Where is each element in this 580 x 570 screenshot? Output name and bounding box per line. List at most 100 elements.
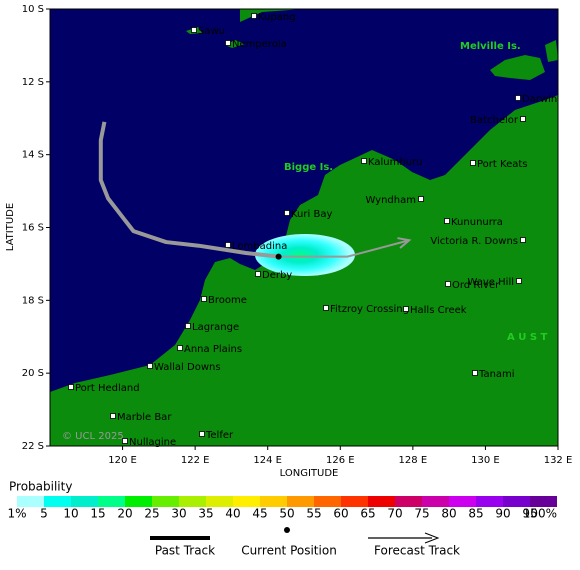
place-marker — [418, 196, 424, 202]
place-marker — [225, 242, 231, 248]
place-label: Lombadina — [232, 241, 287, 252]
forecast-track — [278, 239, 410, 258]
color-cell — [530, 496, 557, 507]
place-marker — [68, 384, 74, 390]
color-cell — [71, 496, 98, 507]
place-marker — [445, 281, 451, 287]
x-axis-label: LONGITUDE — [280, 468, 339, 479]
place-marker — [201, 296, 207, 302]
colorbar-tick-label: 80 — [441, 507, 456, 521]
region-label: Bigge Is. — [284, 162, 333, 173]
colorbar-tick-label: 85 — [468, 507, 483, 521]
place-label: Marble Bar — [117, 412, 172, 423]
place-marker — [520, 237, 526, 243]
place-marker — [199, 431, 205, 437]
place-label: Wallal Downs — [154, 362, 221, 373]
place-label: Tanami — [478, 369, 515, 380]
y-axis-label: LATITUDE — [5, 203, 16, 251]
place-label: Anna Plains — [184, 344, 242, 355]
colorbar-tick-label: 5 — [40, 507, 48, 521]
place-label: Derby — [262, 270, 292, 281]
legend-label: Current Position — [241, 544, 337, 558]
color-cell — [449, 496, 476, 507]
colorbar-tick-label: 35 — [198, 507, 213, 521]
x-tick-label: 128 E — [399, 455, 428, 466]
colorbar-tick-label: 50 — [279, 507, 294, 521]
place-marker — [516, 278, 522, 284]
current-position-key — [284, 527, 290, 533]
y-tick-label: 22 S — [22, 441, 44, 452]
color-cell — [152, 496, 179, 507]
place-marker — [403, 306, 409, 312]
x-tick-label: 124 E — [253, 455, 282, 466]
place-marker — [251, 13, 257, 19]
place-label: Kupang — [258, 12, 296, 23]
place-label: Kuri Bay — [291, 209, 332, 220]
y-tick-label: 14 S — [22, 150, 44, 161]
place-label: Nullagine — [129, 437, 176, 448]
color-cell — [503, 496, 530, 507]
place-label: Nemperola — [232, 39, 287, 50]
color-cell — [422, 496, 449, 507]
color-cell — [206, 496, 233, 507]
color-cell — [314, 496, 341, 507]
colorbar-title: Probability — [9, 480, 72, 494]
place-label: Lagrange — [192, 322, 239, 333]
color-cell — [260, 496, 287, 507]
place-marker — [470, 160, 476, 166]
place-label: Fitzroy Crossing — [330, 304, 409, 315]
colorbar-tick-label: 40 — [225, 507, 240, 521]
colorbar-tick-label: 90 — [495, 507, 510, 521]
y-tick-label: 16 S — [22, 223, 44, 234]
place-marker — [361, 158, 367, 164]
region-label: A U S T — [507, 332, 548, 343]
color-cell — [125, 496, 152, 507]
place-label: Batchelor — [470, 115, 519, 126]
legend-label: Past Track — [155, 544, 215, 558]
place-marker — [323, 305, 329, 311]
color-cell — [368, 496, 395, 507]
colorbar-tick-label: 45 — [252, 507, 267, 521]
colorbar-tick-label: 95 — [522, 507, 537, 521]
place-marker — [147, 363, 153, 369]
place-label: Darwin — [522, 94, 557, 105]
x-tick-label: 120 E — [108, 455, 137, 466]
colorbar-tick-label: 55 — [306, 507, 321, 521]
colorbar-tick-label: 1% — [7, 507, 26, 521]
colorbar-tick-label: 30 — [171, 507, 186, 521]
colorbar-tick-label: 10 — [63, 507, 78, 521]
colorbar-tick-label: 20 — [117, 507, 132, 521]
place-marker — [191, 27, 197, 33]
x-tick-label: 132 E — [544, 455, 573, 466]
place-marker — [185, 323, 191, 329]
place-label: Port Keats — [477, 159, 527, 170]
place-label: Wyndham — [365, 195, 416, 206]
place-marker — [520, 116, 526, 122]
place-marker — [177, 345, 183, 351]
colorbar-tick-label: 25 — [144, 507, 159, 521]
place-marker — [515, 95, 521, 101]
x-tick-label: 122 E — [181, 455, 210, 466]
color-cell — [341, 496, 368, 507]
probability-area — [255, 234, 355, 276]
y-tick-label: 20 S — [22, 368, 44, 379]
place-label: Telfer — [205, 430, 234, 441]
place-label: Ord River — [452, 280, 500, 291]
color-cell — [17, 496, 44, 507]
place-marker — [225, 40, 231, 46]
place-label: Kalumburu — [368, 157, 423, 168]
x-tick-label: 130 E — [471, 455, 500, 466]
place-label: Port Hedland — [75, 383, 140, 394]
color-cell — [476, 496, 503, 507]
colorbar-tick-label: 100% — [523, 507, 557, 521]
colorbar-tick-label: 65 — [360, 507, 375, 521]
color-cell — [395, 496, 422, 507]
colorbar-tick-label: 15 — [90, 507, 105, 521]
y-tick-label: 18 S — [22, 295, 44, 306]
region-label: Melville Is. — [460, 41, 521, 52]
place-label: Kununurra — [451, 217, 503, 228]
color-cell — [98, 496, 125, 507]
place-marker — [284, 210, 290, 216]
x-tick-label: 126 E — [326, 455, 355, 466]
